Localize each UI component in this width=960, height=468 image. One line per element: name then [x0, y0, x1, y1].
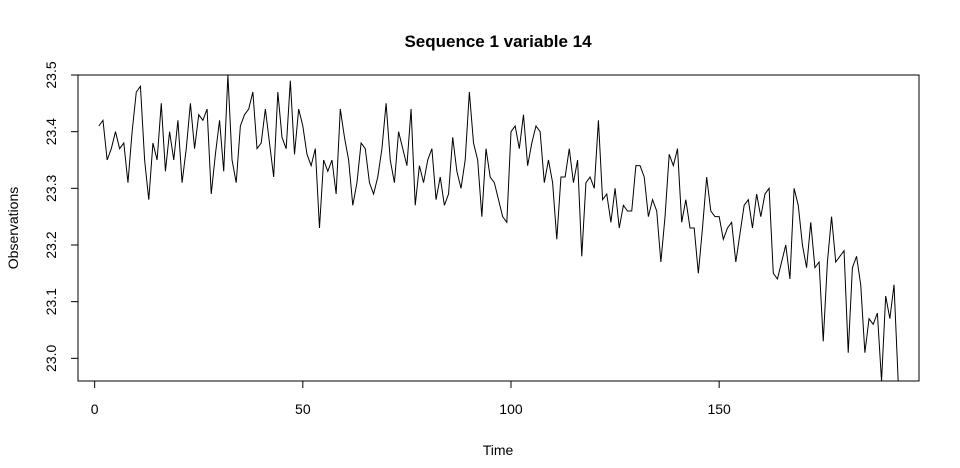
plot-frame	[77, 74, 920, 382]
x-tick-label: 0	[91, 401, 99, 417]
y-tick-label: 23.4	[43, 118, 59, 145]
series-line	[98, 74, 899, 382]
chart-title: Sequence 1 variable 14	[404, 32, 592, 51]
y-tick-label: 23.5	[43, 61, 59, 88]
y-tick-label: 23.3	[43, 174, 59, 201]
x-tick-label: 50	[295, 401, 311, 417]
y-tick-label: 23.1	[43, 288, 59, 315]
y-axis: 23.0 23.1 23.2 23.3 23.4 23.5	[43, 61, 79, 372]
x-tick-label: 150	[707, 401, 731, 417]
y-axis-label: Observations	[5, 187, 21, 269]
x-tick-label: 100	[499, 401, 523, 417]
x-axis-label: Time	[483, 442, 514, 458]
y-tick-label: 23.0	[43, 344, 59, 371]
x-axis: 0 50 100 150	[91, 380, 731, 417]
y-tick-label: 23.2	[43, 231, 59, 258]
